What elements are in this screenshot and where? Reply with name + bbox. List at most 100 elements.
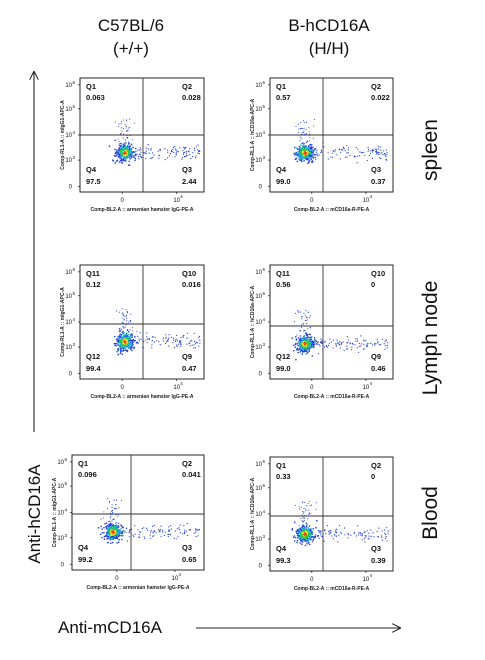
event-dot — [123, 159, 125, 162]
event-dot — [170, 336, 173, 338]
event-dot — [113, 531, 116, 534]
event-dot — [321, 535, 323, 538]
event-dot — [123, 153, 126, 155]
event-dot — [116, 153, 118, 156]
event-dot — [301, 142, 304, 145]
event-dot — [372, 344, 374, 346]
event-dot — [297, 150, 300, 153]
event-dot — [185, 156, 187, 158]
event-dot — [325, 533, 327, 535]
event-dot — [146, 529, 148, 531]
event-dot — [309, 344, 311, 347]
event-dot — [165, 338, 167, 340]
event-dot — [185, 154, 187, 156]
event-dot — [122, 137, 125, 139]
quadrant-name: Q10 — [371, 269, 385, 278]
event-dot — [149, 531, 152, 533]
event-dot — [305, 332, 307, 334]
event-dot — [188, 342, 190, 345]
event-dot — [363, 538, 365, 540]
event-dot — [120, 155, 123, 157]
event-dot — [308, 528, 310, 531]
event-dot — [318, 531, 321, 533]
quadrant-name: Q4 — [276, 544, 287, 553]
event-dot — [294, 346, 297, 349]
event-dot — [303, 350, 306, 353]
event-dot — [181, 156, 183, 158]
event-dot — [169, 153, 171, 155]
event-dot — [123, 341, 126, 344]
x-tick-exponent: 4 — [180, 194, 183, 199]
event-dot — [134, 533, 136, 535]
event-dot — [319, 341, 322, 343]
event-dot — [118, 147, 121, 149]
event-dot — [160, 535, 162, 537]
quadrant-name: Q3 — [182, 543, 192, 552]
event-dot — [118, 148, 121, 150]
event-dot — [357, 340, 359, 342]
quadrant-value: 99.3 — [276, 556, 291, 565]
event-dot — [342, 149, 344, 151]
event-dot — [124, 337, 126, 340]
event-dot — [197, 152, 199, 154]
event-dot — [358, 532, 360, 534]
event-dot — [129, 529, 131, 532]
flow-panels: Q10.063Q20.028Q32.44Q497.510610510410300… — [52, 77, 394, 592]
event-dot — [307, 151, 309, 154]
event-dot — [293, 540, 296, 542]
event-dot — [299, 351, 302, 353]
event-dot — [128, 156, 131, 158]
event-dot — [122, 314, 124, 316]
event-dot — [131, 154, 134, 157]
event-dot — [339, 347, 341, 349]
event-dot — [142, 156, 144, 158]
panel-x-axis-label: Comp-BL2-A :: armenian hamster IgG-PE-A — [91, 207, 194, 213]
event-dot — [125, 127, 127, 129]
event-dot — [189, 340, 191, 342]
y-tick-label: 10 — [65, 294, 72, 300]
row-label-blood: Blood — [419, 486, 442, 540]
event-dot — [351, 342, 354, 344]
event-dot — [130, 345, 133, 348]
event-dot — [120, 338, 123, 340]
event-dot — [305, 515, 307, 517]
event-dot — [122, 119, 124, 121]
quadrant-name: Q12 — [86, 352, 100, 361]
event-dot — [317, 155, 319, 157]
event-dot — [311, 529, 313, 532]
event-dot — [129, 144, 132, 147]
event-dot — [127, 330, 130, 333]
event-dot — [291, 529, 294, 531]
quadrant-value: 0 — [371, 280, 375, 289]
event-dot — [312, 152, 314, 154]
event-dot — [293, 535, 296, 537]
event-dot — [304, 342, 306, 345]
event-dot — [117, 535, 120, 537]
event-dot — [299, 539, 302, 542]
event-dot — [150, 157, 152, 159]
event-dot — [124, 124, 126, 126]
event-dot — [129, 126, 131, 129]
event-dot — [343, 349, 345, 351]
y-tick-label: 10 — [65, 83, 72, 89]
event-dot — [101, 532, 103, 534]
event-dot — [384, 537, 387, 540]
event-dot — [295, 336, 297, 338]
event-dot — [128, 340, 131, 343]
event-dot — [350, 349, 353, 351]
event-dot — [117, 525, 120, 527]
event-dot — [124, 156, 126, 159]
event-dot — [128, 151, 131, 154]
event-dot — [140, 151, 142, 153]
event-dot — [376, 148, 378, 150]
event-dot — [332, 339, 335, 341]
panel-x-axis-label: Comp-BL2-A :: mCD16a-R-PE-A — [294, 586, 370, 592]
event-dot — [347, 537, 349, 539]
event-dot — [178, 528, 181, 531]
event-dot — [338, 534, 340, 536]
event-dot — [151, 157, 153, 159]
y-tick-exponent: 3 — [65, 533, 68, 538]
event-dot — [364, 536, 366, 538]
event-dot — [307, 156, 310, 158]
event-dot — [119, 352, 122, 355]
